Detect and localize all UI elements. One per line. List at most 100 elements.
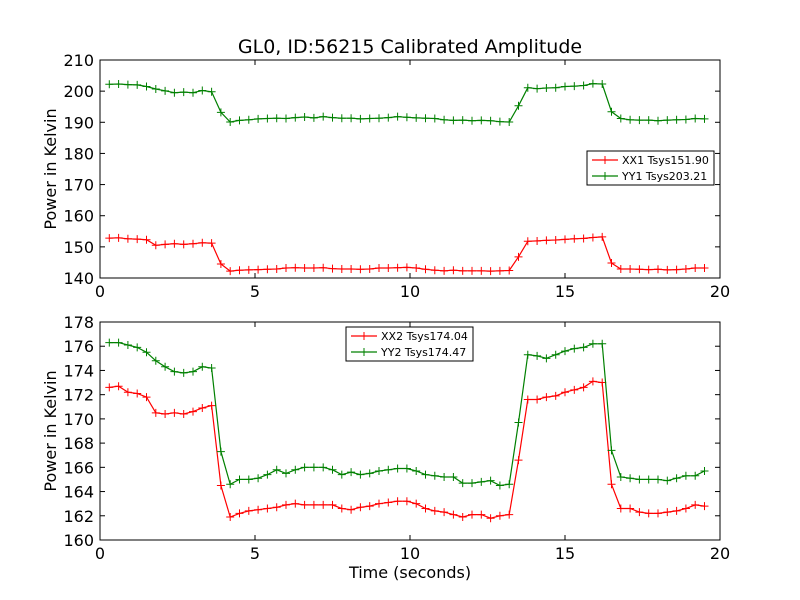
data-point-marker — [384, 465, 393, 474]
data-point-marker — [505, 480, 514, 489]
data-point-marker — [561, 388, 569, 397]
data-point-marker — [151, 356, 160, 365]
data-point-marker — [626, 504, 635, 513]
data-point-marker — [430, 506, 439, 515]
data-point-marker — [654, 509, 662, 518]
data-point-marker — [133, 80, 142, 89]
data-point-marker — [644, 116, 653, 125]
data-point-marker — [300, 500, 309, 509]
data-point-marker — [635, 508, 644, 517]
data-point-marker — [681, 504, 690, 513]
data-point-marker — [570, 344, 579, 353]
data-point-marker — [179, 410, 188, 419]
data-point-marker — [412, 466, 421, 475]
data-point-marker — [495, 266, 504, 275]
y-tick-label: 160 — [63, 207, 94, 226]
data-point-marker — [691, 471, 700, 480]
data-point-marker — [375, 114, 383, 123]
data-point-marker — [291, 465, 300, 474]
data-point-marker — [486, 116, 495, 125]
data-point-marker — [663, 265, 672, 274]
data-point-marker — [216, 108, 225, 117]
data-point-marker — [421, 265, 430, 274]
data-point-marker — [458, 512, 467, 521]
data-point-marker — [319, 263, 328, 272]
data-point-marker — [533, 395, 542, 404]
data-point-marker — [375, 466, 383, 475]
data-point-marker — [263, 504, 272, 513]
data-point-marker — [105, 383, 114, 392]
data-point-marker — [468, 266, 476, 275]
data-point-marker — [468, 479, 476, 488]
data-point-marker — [300, 112, 309, 121]
data-point-marker — [663, 476, 672, 485]
data-point-marker — [542, 393, 551, 402]
data-point-marker — [523, 395, 532, 404]
data-point-marker — [319, 112, 328, 121]
data-point-marker — [663, 508, 672, 517]
data-point-marker — [681, 264, 690, 273]
data-point-marker — [207, 401, 216, 410]
data-point-marker — [458, 479, 467, 488]
data-point-marker — [263, 265, 272, 274]
bottom-plot: 0 5 10 15 20 160 162 164 166 168 170 172 174 176 178 Po… — [41, 313, 730, 582]
data-point-marker — [672, 506, 681, 515]
legend-marker — [360, 332, 368, 340]
data-point-marker — [402, 497, 411, 506]
data-point-marker — [561, 82, 569, 91]
data-point-marker — [170, 88, 179, 97]
data-point-marker — [654, 265, 662, 274]
data-point-marker — [272, 503, 281, 512]
data-point-marker — [347, 468, 356, 477]
data-point-marker — [300, 463, 309, 472]
data-point-marker — [272, 264, 281, 273]
data-point-marker — [505, 510, 514, 519]
data-point-marker — [123, 234, 132, 243]
data-point-marker — [282, 500, 290, 509]
data-point-marker — [477, 266, 486, 275]
data-point-marker — [244, 475, 253, 484]
data-point-marker — [561, 235, 569, 244]
y-tick-label: 168 — [63, 434, 94, 453]
data-point-marker — [486, 267, 495, 276]
data-point-marker — [607, 107, 616, 116]
data-point-marker — [198, 86, 207, 95]
data-point-marker — [384, 498, 393, 507]
legend-entry-label: XX2 Tsys174.04 — [381, 330, 468, 343]
data-point-marker — [114, 233, 123, 242]
data-point-marker — [430, 471, 439, 480]
data-point-marker — [616, 473, 625, 482]
data-point-marker — [244, 506, 253, 515]
data-point-marker — [579, 234, 588, 243]
data-point-marker — [356, 503, 365, 512]
data-point-marker — [272, 465, 281, 474]
data-point-marker — [244, 115, 253, 124]
legend-entry-label: XX1 Tsys151.90 — [622, 154, 709, 167]
y-tick-label: 170 — [63, 176, 94, 195]
data-point-marker — [616, 504, 625, 513]
legend-entry-label: YY1 Tsys203.21 — [621, 170, 707, 183]
data-point-marker — [207, 364, 216, 373]
data-point-marker — [207, 239, 216, 248]
y-tick-label: 200 — [63, 82, 94, 101]
y-tick-label: 160 — [63, 531, 94, 550]
data-point-marker — [151, 241, 160, 250]
data-point-marker — [672, 265, 681, 274]
y-tick-label: 170 — [63, 410, 94, 429]
data-point-marker — [542, 354, 551, 363]
data-point-marker — [570, 82, 579, 91]
data-point-marker — [179, 240, 188, 249]
data-point-marker — [700, 264, 709, 273]
legend-box — [586, 150, 715, 186]
data-point-marker — [384, 264, 393, 273]
data-point-marker — [337, 114, 346, 123]
data-point-marker — [170, 408, 179, 417]
data-point-marker — [579, 343, 588, 352]
data-point-marker — [561, 347, 569, 356]
data-point-marker — [588, 233, 597, 242]
data-point-marker — [579, 81, 588, 90]
data-point-marker — [328, 465, 337, 474]
data-point-marker — [588, 339, 597, 348]
data-point-marker — [514, 101, 523, 110]
